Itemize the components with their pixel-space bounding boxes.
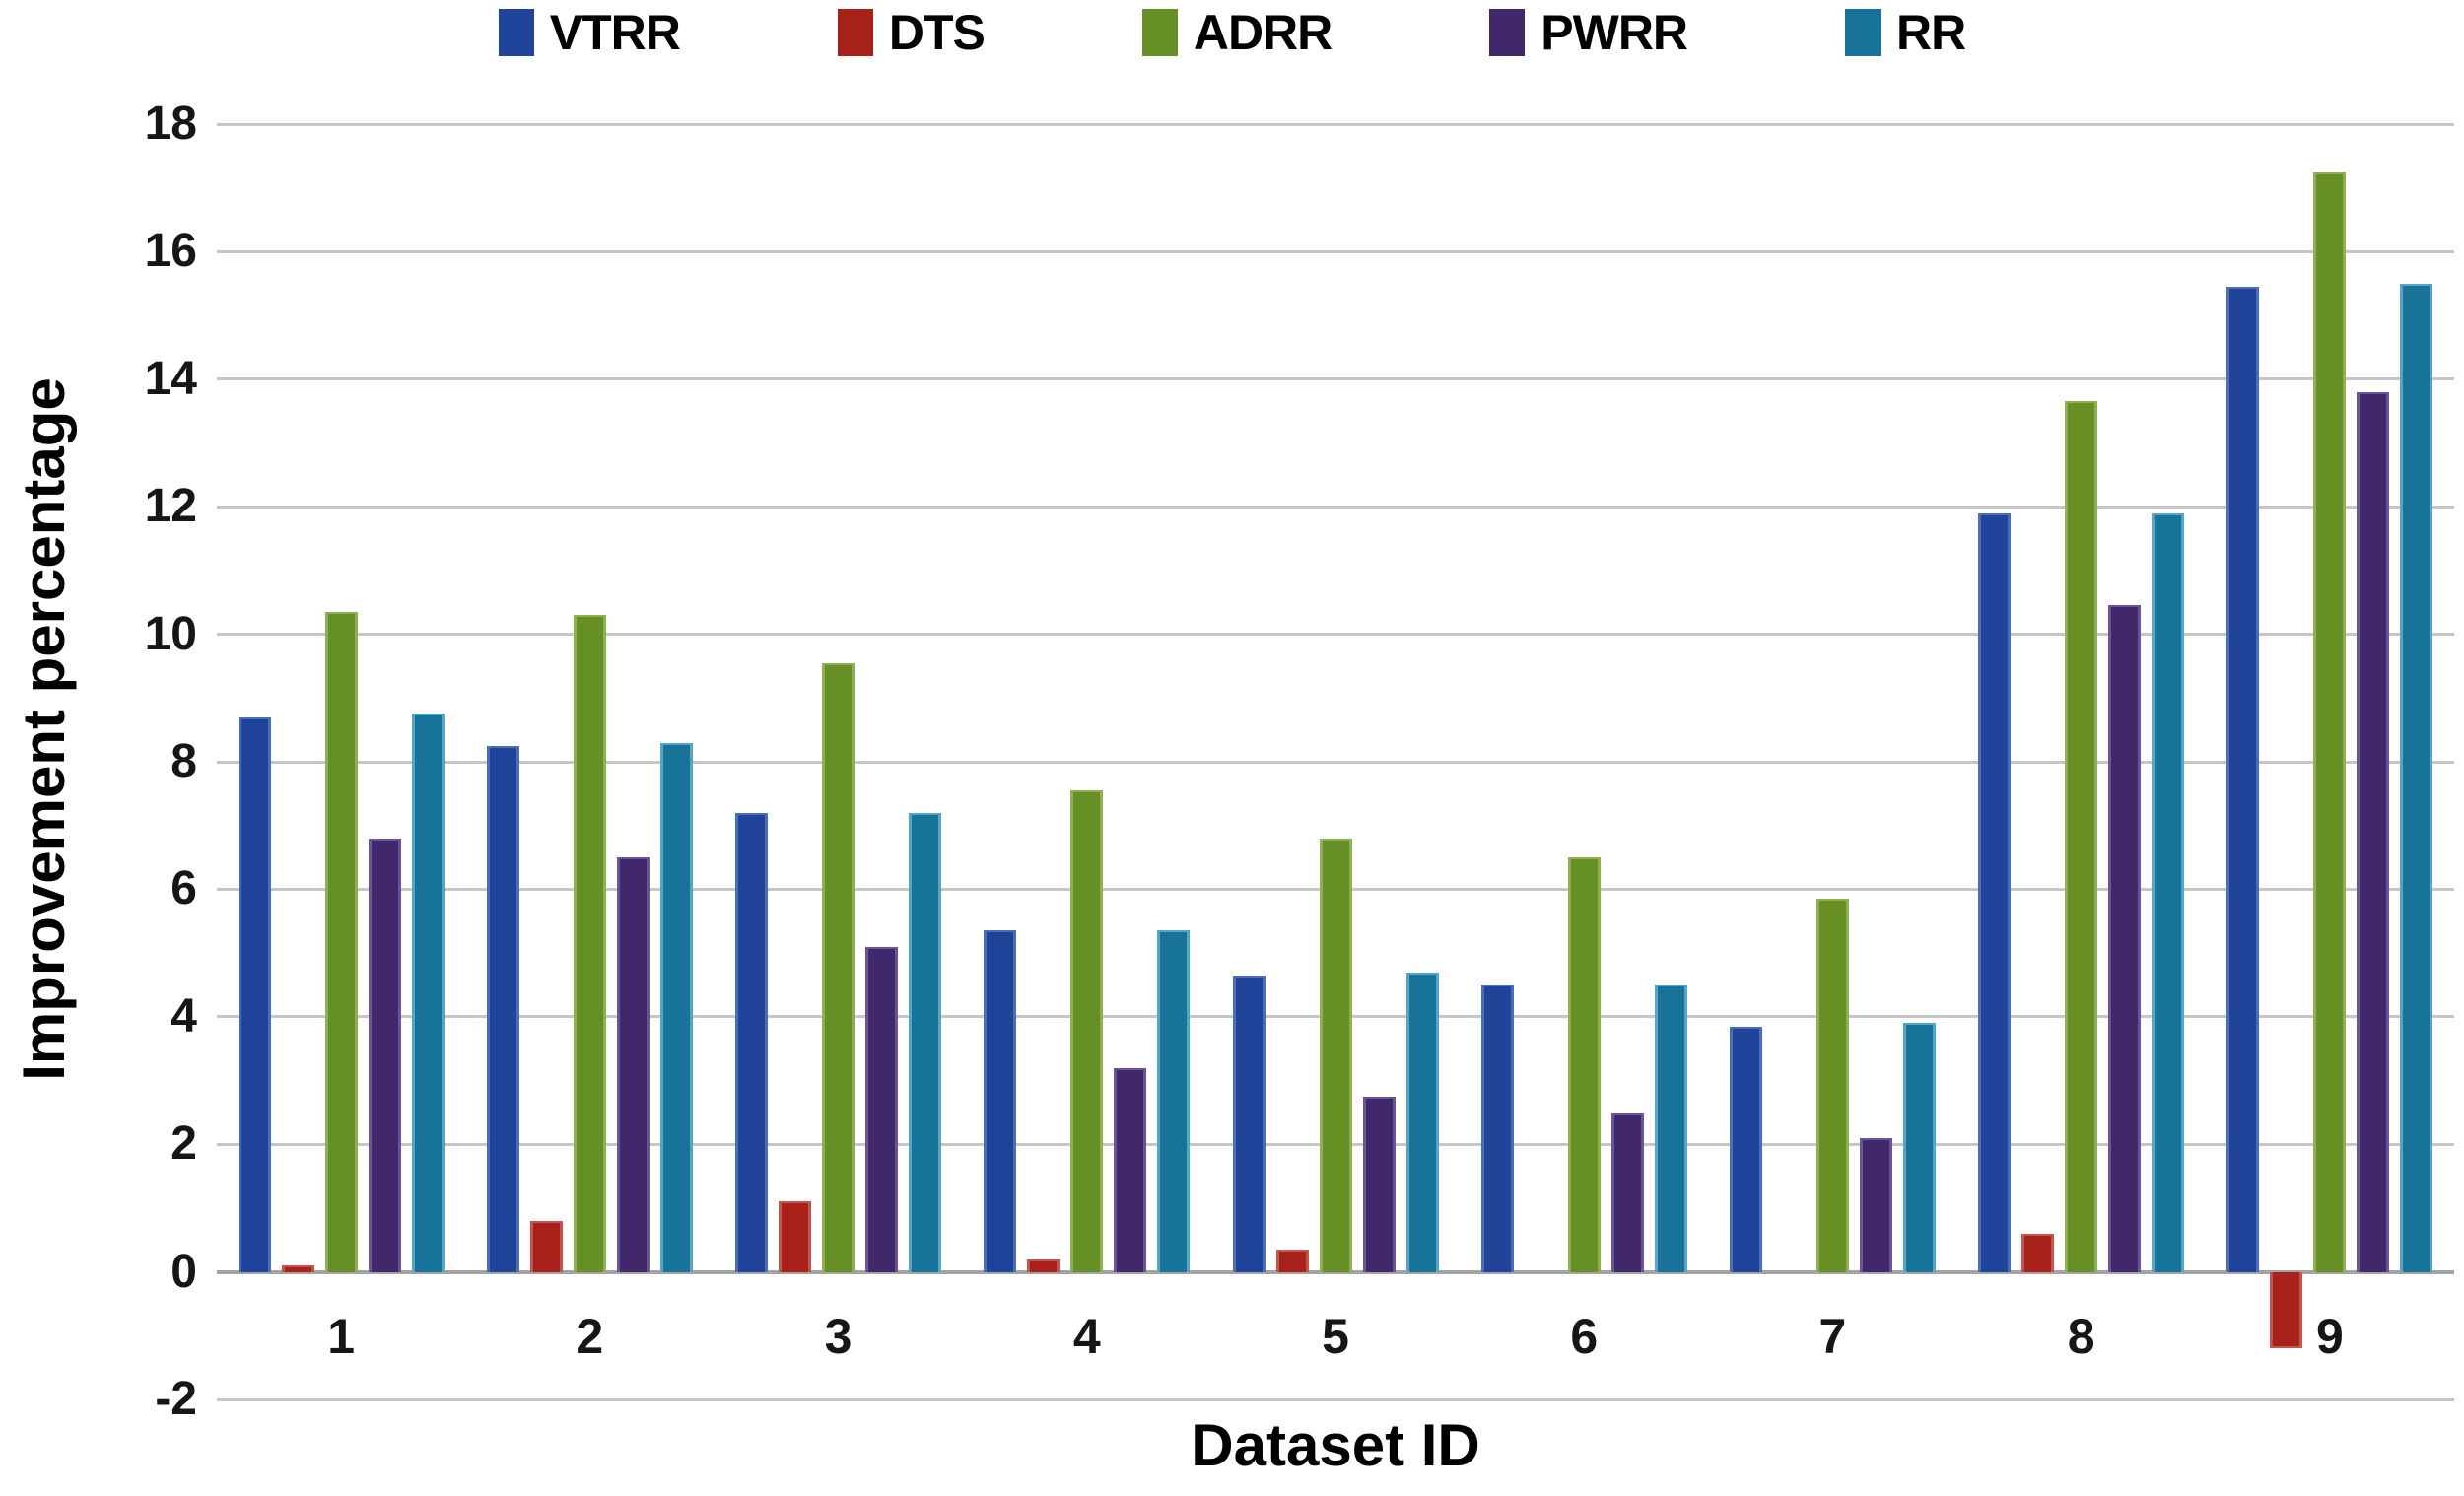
bar-rr-dataset-7	[1902, 1023, 1936, 1272]
bar-vtrr-dataset-6	[1480, 985, 1514, 1272]
y-tick-label: 8	[171, 735, 197, 787]
bar-adrr-dataset-9	[2313, 171, 2347, 1272]
bar-adrr-dataset-6	[1567, 857, 1601, 1272]
legend-swatch-pwrr	[1489, 9, 1526, 56]
bar-dts-dataset-1	[281, 1265, 314, 1272]
gridline	[217, 122, 2454, 126]
bar-vtrr-dataset-4	[984, 930, 1017, 1272]
bar-vtrr-dataset-7	[1729, 1026, 1762, 1272]
bar-rr-dataset-2	[659, 742, 693, 1272]
y-tick-label: 0	[171, 1245, 197, 1298]
bar-dts-dataset-9	[2270, 1271, 2303, 1349]
bar-rr-dataset-3	[909, 812, 942, 1272]
bar-adrr-dataset-2	[573, 615, 606, 1272]
y-tick-label: 6	[171, 862, 197, 916]
legend-swatch-vtrr	[498, 9, 534, 56]
bar-pwrr-dataset-4	[1114, 1067, 1147, 1272]
legend-label: VTRR	[549, 5, 681, 60]
x-tick-label: 2	[576, 1308, 604, 1364]
bar-rr-dataset-8	[2152, 512, 2185, 1272]
bar-rr-dataset-1	[411, 714, 445, 1272]
y-tick-label: -2	[155, 1373, 197, 1425]
bar-dts-dataset-4	[1027, 1258, 1061, 1272]
x-tick-label: 6	[1570, 1308, 1599, 1364]
y-tick-label: 14	[144, 352, 197, 405]
bar-vtrr-dataset-2	[486, 745, 519, 1272]
x-tick-label: 4	[1072, 1308, 1101, 1364]
bar-vtrr-dataset-5	[1232, 975, 1266, 1272]
bar-adrr-dataset-4	[1070, 790, 1104, 1272]
y-tick-label: 16	[144, 225, 197, 278]
bar-vtrr-dataset-8	[1978, 512, 2012, 1272]
legend-swatch-adrr	[1141, 9, 1178, 56]
bar-dts-dataset-3	[779, 1201, 812, 1272]
bar-pwrr-dataset-5	[1362, 1096, 1396, 1272]
x-axis-line	[217, 1269, 2454, 1274]
bar-adrr-dataset-5	[1319, 838, 1352, 1272]
x-tick-label: 3	[824, 1308, 853, 1364]
bar-pwrr-dataset-6	[1610, 1112, 1644, 1272]
bar-adrr-dataset-7	[1815, 899, 1849, 1272]
bar-rr-dataset-9	[2400, 283, 2433, 1272]
y-tick-label: 12	[144, 480, 197, 533]
bar-dts-dataset-8	[2021, 1233, 2055, 1272]
bar-adrr-dataset-8	[2065, 401, 2098, 1272]
bar-vtrr-dataset-9	[2226, 286, 2260, 1272]
bar-adrr-dataset-3	[822, 662, 856, 1272]
bar-rr-dataset-6	[1654, 985, 1687, 1272]
gridline	[217, 505, 2454, 509]
bar-pwrr-dataset-7	[1859, 1137, 1892, 1272]
bar-pwrr-dataset-8	[2108, 605, 2142, 1272]
y-tick-label: 4	[171, 989, 197, 1043]
gridline	[217, 249, 2454, 253]
bar-dts-dataset-5	[1275, 1249, 1309, 1272]
x-axis-title: Dataset ID	[1191, 1412, 1480, 1478]
x-tick-label: 7	[1818, 1308, 1847, 1364]
legend-label: PWRR	[1540, 5, 1688, 60]
y-tick-label: 10	[144, 607, 197, 660]
gridline	[217, 377, 2454, 381]
x-tick-label: 5	[1322, 1308, 1349, 1364]
bar-dts-dataset-2	[529, 1220, 563, 1272]
bar-rr-dataset-4	[1157, 930, 1191, 1272]
legend-item-vtrr: VTRR	[498, 4, 681, 61]
legend-item-dts: DTS	[837, 4, 986, 61]
bar-vtrr-dataset-3	[735, 812, 769, 1272]
legend-label: ADRR	[1193, 5, 1333, 60]
legend-label: DTS	[888, 5, 986, 60]
bar-vtrr-dataset-1	[238, 716, 271, 1272]
legend-label: RR	[1896, 5, 1966, 60]
x-tick-label: 9	[2315, 1308, 2344, 1364]
gridline	[217, 1397, 2454, 1401]
y-tick-label: 18	[144, 98, 197, 150]
legend-item-rr: RR	[1845, 4, 1966, 61]
legend-item-adrr: ADRR	[1141, 4, 1333, 61]
gridline	[217, 760, 2454, 764]
y-tick-label: 2	[171, 1118, 197, 1171]
bar-rr-dataset-5	[1405, 972, 1439, 1272]
bar-pwrr-dataset-2	[616, 857, 650, 1272]
legend-swatch-dts	[837, 9, 873, 56]
bar-pwrr-dataset-9	[2357, 391, 2390, 1272]
bar-pwrr-dataset-3	[865, 946, 899, 1272]
gridline	[217, 633, 2454, 637]
x-tick-label: 8	[2067, 1308, 2095, 1364]
legend: VTRR DTS ADRR PWRR RR	[0, 4, 2464, 61]
legend-item-pwrr: PWRR	[1489, 4, 1688, 61]
bar-pwrr-dataset-1	[368, 838, 401, 1272]
legend-swatch-rr	[1845, 9, 1882, 56]
bar-adrr-dataset-1	[324, 611, 358, 1272]
x-tick-label: 1	[327, 1308, 356, 1364]
